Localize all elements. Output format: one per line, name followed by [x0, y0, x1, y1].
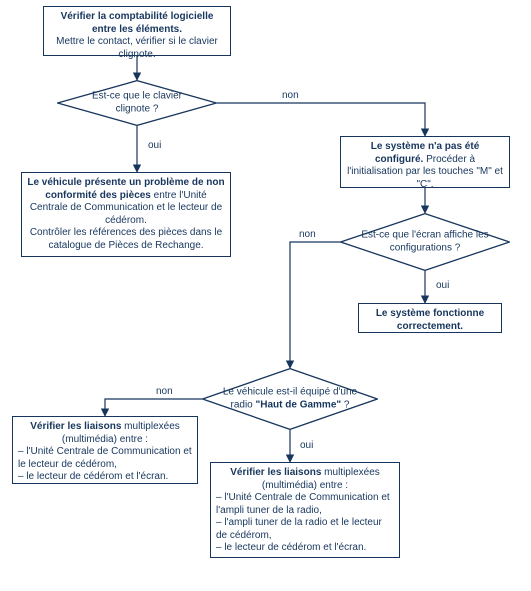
node-n_check_non: Vérifier les liaisons multiplexées (mult…	[12, 416, 198, 484]
edge-e8	[105, 399, 202, 416]
node-d_radio: Le véhicule est-il équipé d'une radio "H…	[202, 368, 378, 430]
node-n_notconfig: Le système n'a pas été configuré. Procéd…	[340, 136, 510, 188]
edge-label-e2: oui	[148, 140, 161, 151]
edge-e3	[217, 103, 425, 136]
node-n_ok: Le système fonctionne correctement.	[358, 303, 502, 333]
edge-e6	[290, 242, 340, 368]
edge-label-e3: non	[282, 90, 299, 101]
node-n_check_oui: Vérifier les liaisons multiplexées (mult…	[210, 462, 400, 558]
node-n_start: Vérifier la comptabilité logicielle entr…	[43, 6, 231, 56]
edge-label-e7: oui	[300, 440, 313, 451]
edge-label-e5: oui	[436, 280, 449, 291]
node-d_keyboard: Est-ce que le clavier clignote ?	[57, 80, 217, 126]
flowchart-canvas: { "canvas": { "w": 531, "h": 591, "bg": …	[0, 0, 531, 591]
edge-label-e6: non	[299, 229, 316, 240]
node-n_nonconf: Le véhicule présente un problème de non …	[21, 172, 231, 257]
edge-label-e8: non	[156, 386, 173, 397]
node-d_screen: Est-ce que l'écran affiche les configura…	[340, 213, 510, 271]
